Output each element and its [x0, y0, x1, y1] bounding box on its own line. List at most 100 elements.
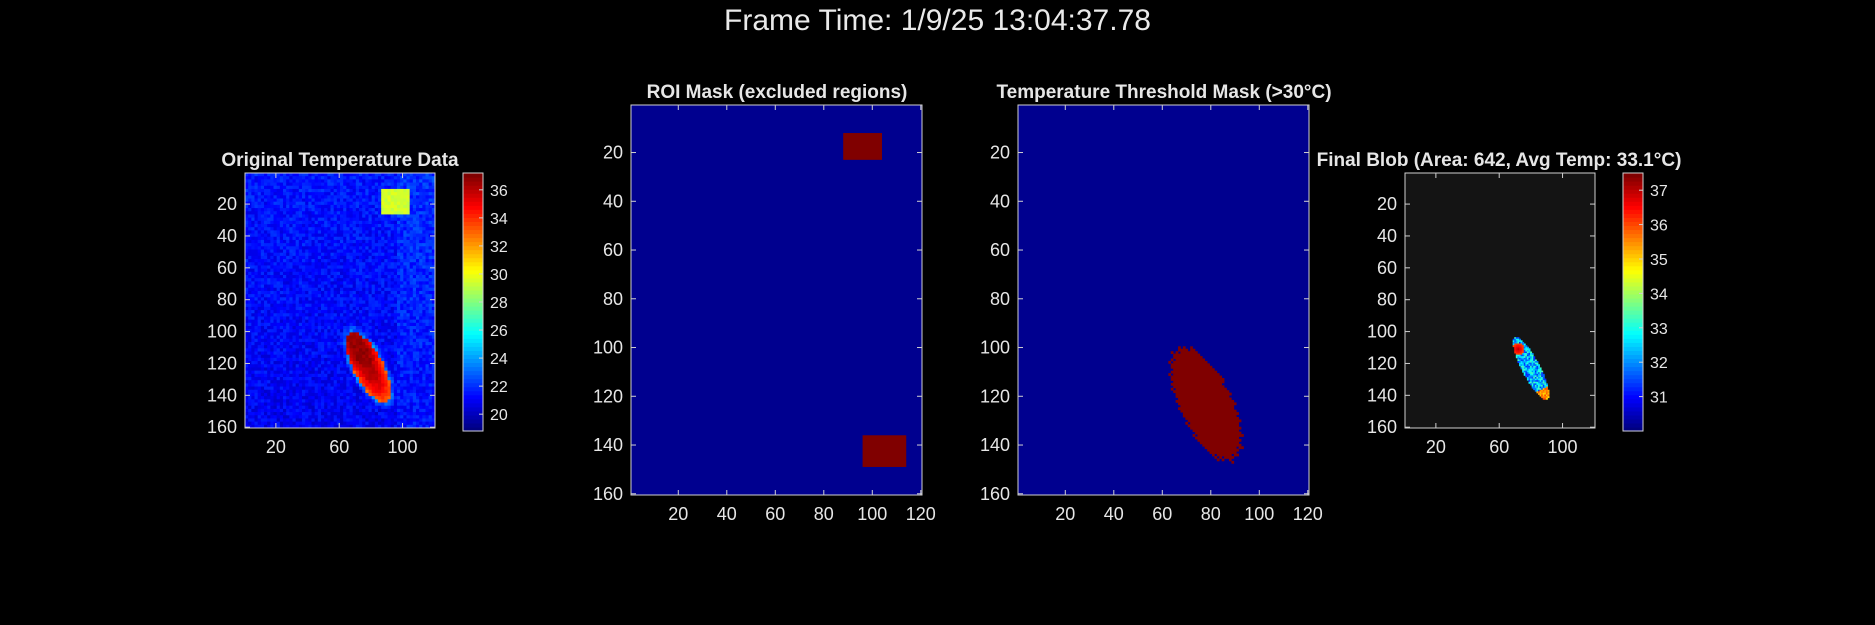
heatmap-cell: [276, 418, 281, 423]
heatmap-cell: [321, 386, 325, 391]
heatmap-cell: [343, 408, 347, 413]
heatmap-cell: [295, 246, 300, 250]
heatmap-cell: [403, 386, 407, 391]
heatmap-cell: [276, 354, 281, 359]
heatmap-cell: [289, 341, 293, 346]
heatmap-cell: [317, 214, 322, 219]
heatmap-cell: [286, 290, 290, 295]
heatmap-cell: [406, 297, 411, 301]
heatmap-cell: [393, 319, 398, 324]
heatmap-cell: [355, 361, 360, 365]
heatmap-cell: [298, 227, 303, 231]
heatmap-cell: [397, 297, 401, 301]
heatmap-cell: [387, 239, 392, 244]
heatmap-cell: [324, 421, 328, 426]
heatmap-cell: [251, 259, 255, 263]
heatmap-cell: [317, 313, 322, 317]
heatmap-cell: [270, 316, 274, 321]
heatmap-cell: [317, 412, 322, 416]
heatmap-cell: [368, 386, 373, 391]
heatmap-cell: [321, 319, 325, 324]
heatmap-cell: [257, 405, 262, 410]
heatmap-cell: [264, 357, 268, 362]
heatmap-cell: [403, 217, 407, 222]
heatmap-cell: [298, 201, 303, 206]
heatmap-cell: [273, 294, 278, 298]
heatmap-cell: [374, 386, 379, 391]
heatmap-cell: [419, 252, 423, 257]
heatmap-cell: [403, 227, 407, 231]
heatmap-cell: [400, 278, 404, 282]
heatmap-cell: [251, 364, 255, 368]
heatmap-cell: [264, 386, 268, 391]
heatmap-cell: [305, 322, 309, 327]
heatmap-cell: [412, 236, 417, 241]
heatmap-cell: [374, 373, 379, 378]
heatmap-cell: [422, 275, 426, 279]
heatmap-cell: [381, 195, 385, 199]
heatmap-cell: [324, 208, 328, 212]
heatmap-cell: [368, 424, 373, 429]
heatmap-cell: [393, 361, 398, 365]
heatmap-cell: [260, 211, 265, 215]
heatmap-cell: [248, 179, 252, 183]
heatmap-cell: [393, 179, 398, 183]
heatmap-cell: [305, 290, 309, 295]
heatmap-cell: [384, 201, 388, 206]
heatmap-cell: [425, 326, 430, 330]
heatmap-cell: [248, 188, 252, 193]
heatmap-cell: [267, 275, 271, 279]
heatmap-cell: [384, 287, 388, 292]
heatmap-cell: [412, 370, 417, 375]
heatmap-cell: [374, 361, 379, 365]
heatmap-cell: [409, 313, 414, 317]
heatmap-cell: [368, 252, 373, 257]
heatmap-cell: [273, 329, 278, 333]
heatmap-cell: [352, 255, 357, 260]
heatmap-cell: [397, 255, 401, 260]
heatmap-cell: [428, 319, 433, 324]
heatmap-cell: [390, 185, 395, 190]
heatmap-cell: [245, 326, 249, 330]
heatmap-cell: [330, 208, 335, 212]
heatmap-cell: [267, 204, 271, 209]
heatmap-cell: [431, 294, 436, 298]
heatmap-cell: [371, 217, 376, 222]
colorbar-segment: [463, 318, 483, 323]
heatmap-cell: [330, 412, 335, 416]
heatmap-cell: [371, 418, 376, 423]
heatmap-cell: [273, 424, 278, 429]
heatmap-cell: [409, 173, 414, 177]
heatmap-cell: [359, 338, 363, 343]
heatmap-cell: [400, 412, 404, 416]
heatmap-cell: [245, 389, 249, 394]
heatmap-cell: [292, 338, 297, 343]
heatmap-cell: [374, 313, 379, 317]
heatmap-cell: [330, 173, 335, 177]
heatmap-cell: [333, 236, 338, 241]
heatmap-cell: [384, 380, 388, 384]
heatmap-cell: [314, 290, 319, 295]
heatmap-cell: [359, 192, 363, 196]
heatmap-cell: [295, 201, 300, 206]
heatmap-cell: [431, 392, 436, 397]
heatmap-cell: [343, 322, 347, 327]
heatmap-cell: [387, 284, 392, 289]
heatmap-cell: [308, 389, 312, 394]
heatmap-cell: [400, 294, 404, 298]
heatmap-cell: [245, 399, 249, 403]
heatmap-cell: [257, 351, 262, 356]
heatmap-cell: [409, 239, 414, 244]
heatmap-cell: [295, 354, 300, 359]
heatmap-cell: [308, 367, 312, 372]
heatmap-cell: [292, 220, 297, 225]
heatmap-cell: [267, 185, 271, 190]
heatmap-cell: [416, 335, 420, 340]
heatmap-cell: [245, 198, 249, 203]
heatmap-cell: [387, 211, 392, 215]
heatmap-cell: [302, 370, 306, 375]
heatmap-cell: [397, 377, 401, 381]
heatmap-cell: [384, 418, 388, 423]
heatmap-cell: [276, 220, 281, 225]
heatmap-cell: [286, 220, 290, 225]
